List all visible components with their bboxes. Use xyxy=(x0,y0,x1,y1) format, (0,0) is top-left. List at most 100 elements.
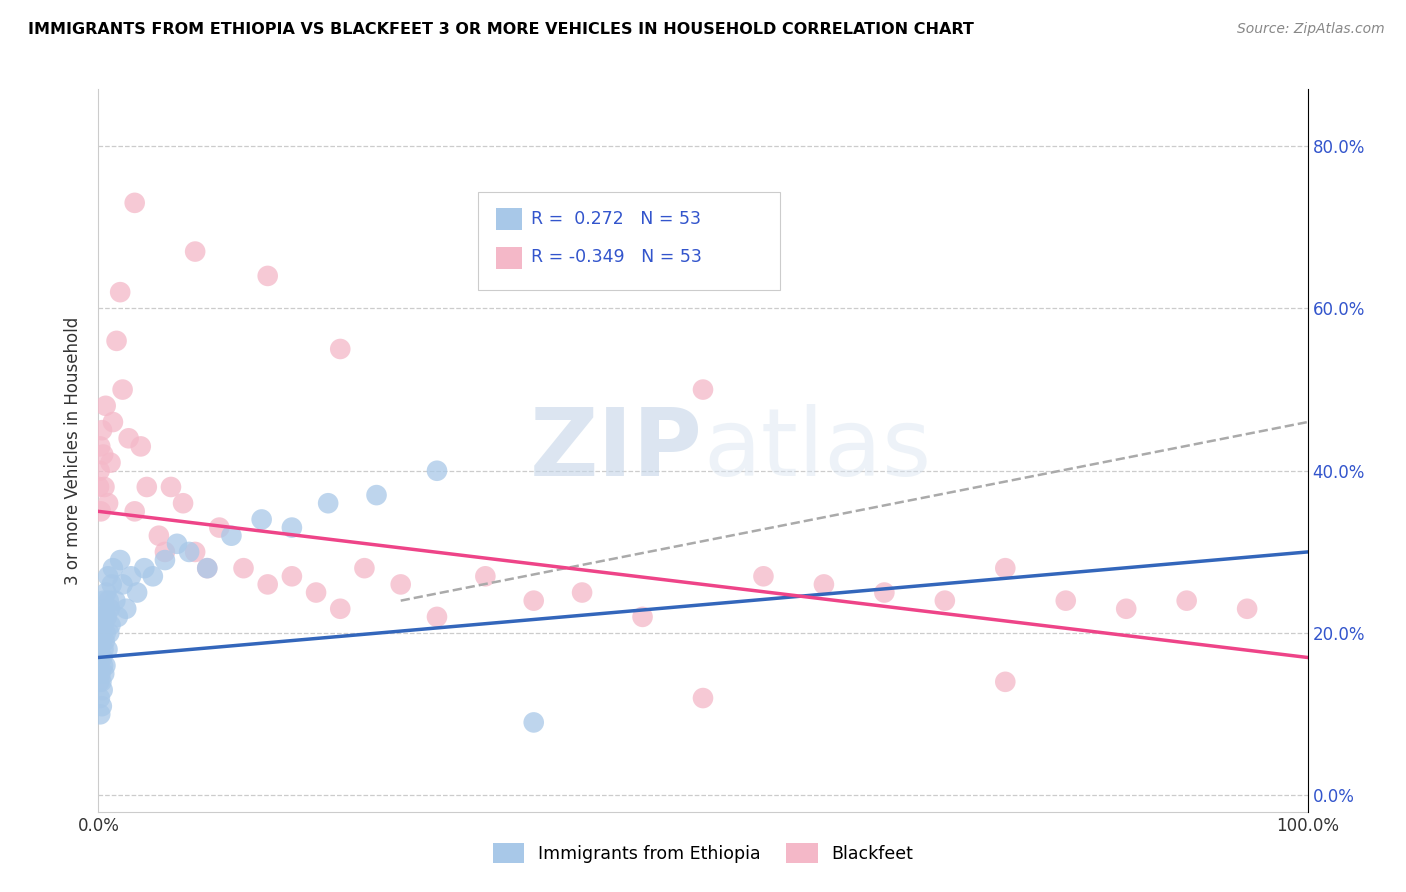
Point xyxy=(124,504,146,518)
Point xyxy=(111,577,134,591)
Legend: Immigrants from Ethiopia, Blackfeet: Immigrants from Ethiopia, Blackfeet xyxy=(488,838,918,868)
Point xyxy=(571,585,593,599)
Point xyxy=(221,529,243,543)
Point xyxy=(96,642,118,657)
Point xyxy=(93,634,115,648)
Point xyxy=(91,658,114,673)
Point xyxy=(107,610,129,624)
Point xyxy=(105,334,128,348)
Point xyxy=(93,480,115,494)
Point xyxy=(100,618,122,632)
Point xyxy=(994,561,1017,575)
Point xyxy=(329,601,352,615)
Point xyxy=(100,456,122,470)
Point xyxy=(195,561,218,575)
Point xyxy=(353,561,375,575)
Point xyxy=(179,545,201,559)
Point xyxy=(426,610,449,624)
Point xyxy=(97,496,120,510)
Y-axis label: 3 or more Vehicles in Household: 3 or more Vehicles in Household xyxy=(65,317,83,584)
Point xyxy=(1054,593,1077,607)
Point xyxy=(142,569,165,583)
Point xyxy=(148,529,170,543)
Point xyxy=(89,674,111,689)
Text: R = -0.349   N = 53: R = -0.349 N = 53 xyxy=(531,248,703,266)
Point xyxy=(94,658,117,673)
Point xyxy=(232,561,254,575)
Point xyxy=(97,593,120,607)
Point xyxy=(153,545,176,559)
Point xyxy=(195,561,218,575)
Point xyxy=(100,577,122,591)
Point xyxy=(124,195,146,210)
Point xyxy=(89,642,111,657)
Point xyxy=(87,480,110,494)
Point xyxy=(135,480,157,494)
Point xyxy=(89,464,111,478)
Point xyxy=(94,601,117,615)
Point xyxy=(426,464,449,478)
Text: atlas: atlas xyxy=(703,404,931,497)
Point xyxy=(90,666,112,681)
Text: IMMIGRANTS FROM ETHIOPIA VS BLACKFEET 3 OR MORE VEHICLES IN HOUSEHOLD CORRELATIO: IMMIGRANTS FROM ETHIOPIA VS BLACKFEET 3 … xyxy=(28,22,974,37)
Point xyxy=(305,585,328,599)
Point xyxy=(96,610,118,624)
Text: ZIP: ZIP xyxy=(530,404,703,497)
Point xyxy=(316,496,339,510)
Point xyxy=(166,537,188,551)
Point xyxy=(153,553,176,567)
Point xyxy=(256,577,278,591)
Point xyxy=(523,593,546,607)
Point xyxy=(93,666,115,681)
Point xyxy=(474,569,496,583)
Point xyxy=(98,601,121,615)
Point xyxy=(184,545,207,559)
Point xyxy=(692,691,714,706)
Point xyxy=(101,415,124,429)
Point xyxy=(94,626,117,640)
Point xyxy=(91,618,114,632)
Point xyxy=(90,634,112,648)
Point xyxy=(934,593,956,607)
Point xyxy=(90,674,112,689)
Point xyxy=(93,642,115,657)
Point xyxy=(96,585,118,599)
Point xyxy=(101,561,124,575)
Text: Source: ZipAtlas.com: Source: ZipAtlas.com xyxy=(1237,22,1385,37)
Point xyxy=(108,553,131,567)
Point xyxy=(94,399,117,413)
Point xyxy=(250,512,273,526)
Point xyxy=(631,610,654,624)
Point xyxy=(120,569,142,583)
Point xyxy=(91,448,114,462)
Text: R =  0.272   N = 53: R = 0.272 N = 53 xyxy=(531,210,702,227)
Point xyxy=(184,244,207,259)
Point xyxy=(523,715,546,730)
Point xyxy=(389,577,412,591)
Point xyxy=(108,285,131,300)
Point xyxy=(118,431,141,445)
Point xyxy=(91,626,114,640)
Point xyxy=(1175,593,1198,607)
Point xyxy=(115,601,138,615)
Point xyxy=(873,585,896,599)
Point xyxy=(97,569,120,583)
Point xyxy=(813,577,835,591)
Point xyxy=(91,423,114,437)
Point xyxy=(111,383,134,397)
Point xyxy=(91,682,114,697)
Point xyxy=(89,439,111,453)
Point xyxy=(90,610,112,624)
Point xyxy=(89,691,111,706)
Point xyxy=(329,342,352,356)
Point xyxy=(281,520,304,534)
Point xyxy=(129,439,152,453)
Point xyxy=(134,561,156,575)
Point xyxy=(208,520,231,534)
Point xyxy=(98,626,121,640)
Point xyxy=(1115,601,1137,615)
Point xyxy=(127,585,149,599)
Point xyxy=(366,488,388,502)
Point xyxy=(172,496,194,510)
Point xyxy=(91,650,114,665)
